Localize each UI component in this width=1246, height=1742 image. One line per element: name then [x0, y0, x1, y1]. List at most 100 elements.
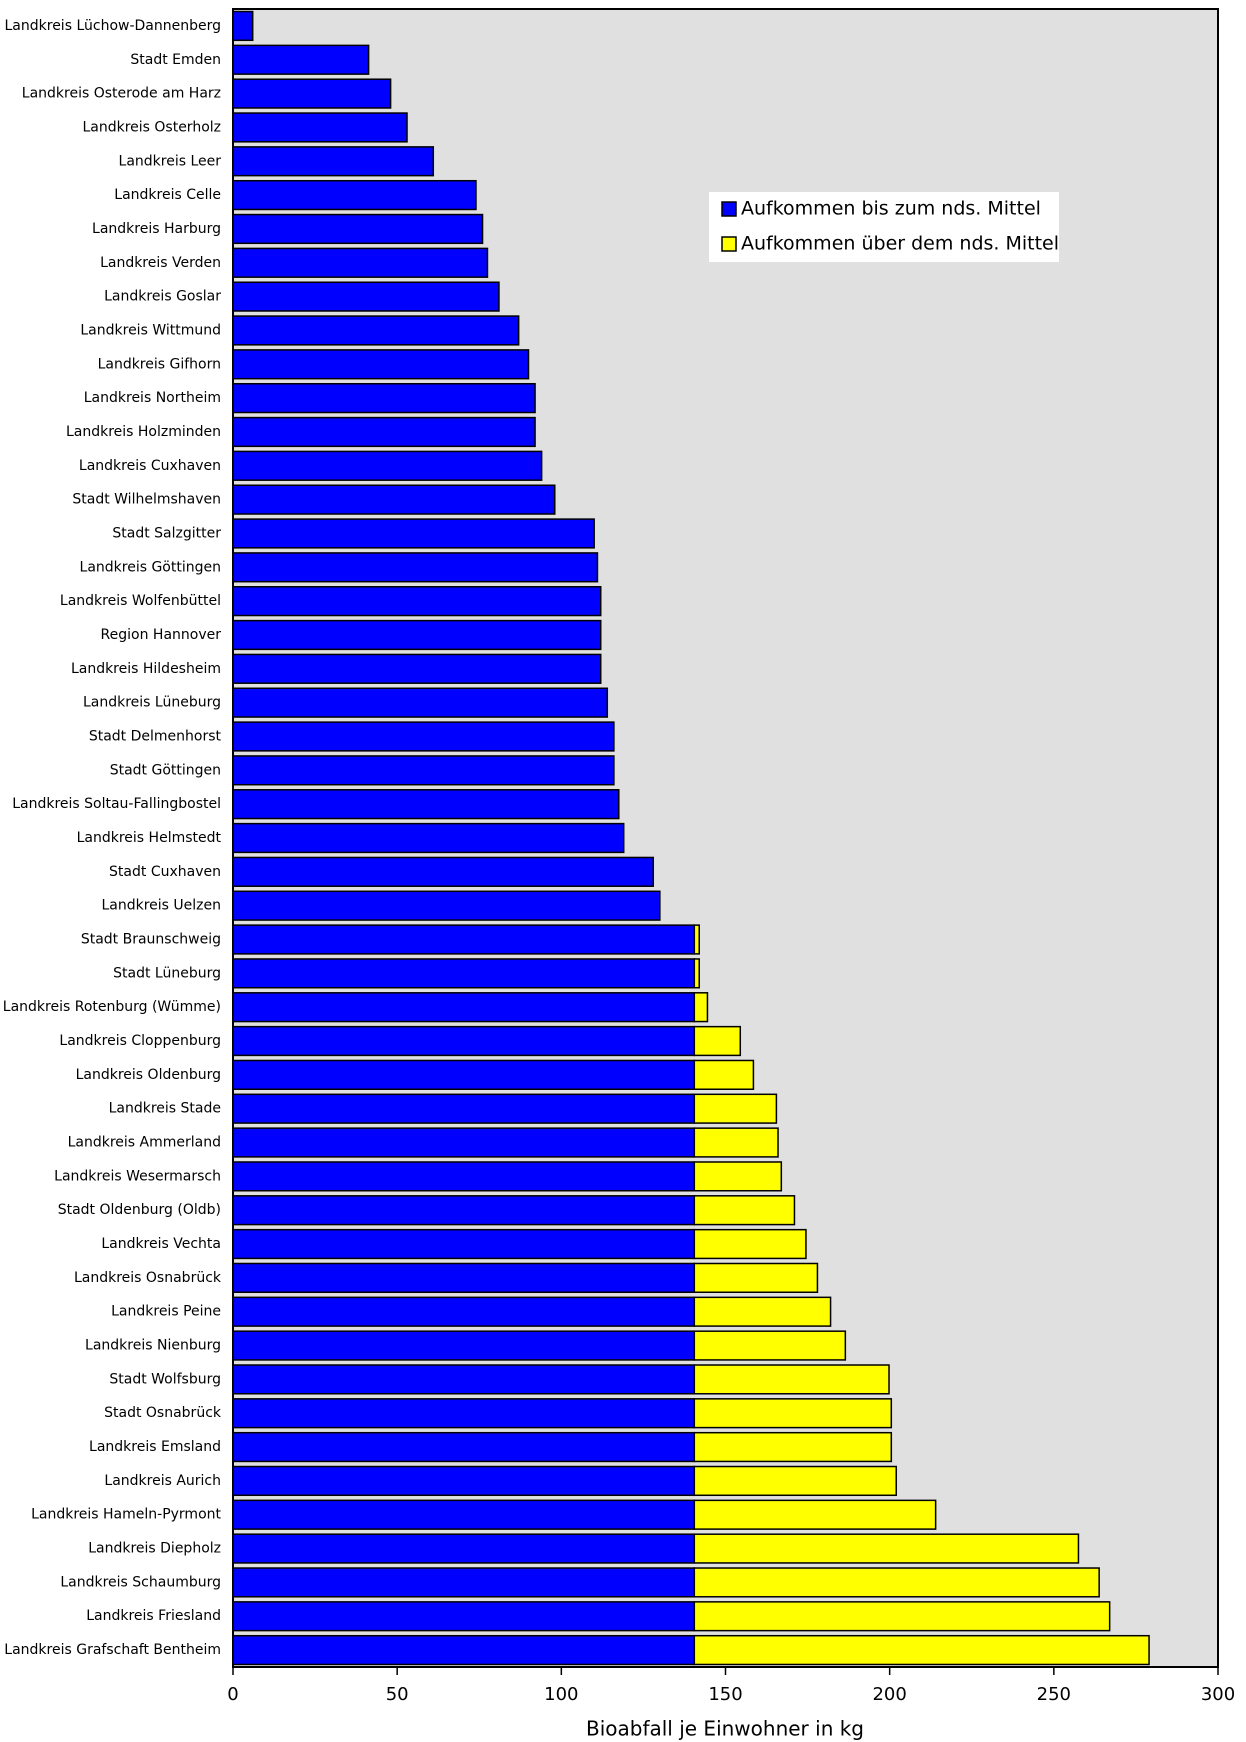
y-tick-label: Landkreis Wesermarsch — [54, 1168, 221, 1184]
bar-segment — [232, 518, 595, 549]
legend-swatch — [721, 201, 737, 217]
y-tick-label: Stadt Wolfsburg — [109, 1371, 221, 1387]
bar-segment — [693, 924, 700, 955]
bar-segment — [232, 1296, 696, 1327]
y-tick-label: Landkreis Grafschaft Bentheim — [4, 1642, 221, 1658]
bar-segment — [232, 856, 655, 887]
bar-segment — [693, 958, 700, 989]
y-tick-label: Landkreis Nienburg — [85, 1338, 221, 1354]
y-tick-label: Stadt Emden — [130, 52, 221, 68]
y-tick-label: Landkreis Hildesheim — [71, 661, 221, 677]
y-tick-label: Landkreis Uelzen — [101, 898, 221, 914]
bar-segment — [232, 958, 696, 989]
bar-segment — [693, 1296, 832, 1327]
y-tick-label: Landkreis Emsland — [89, 1439, 221, 1455]
y-tick-label: Landkreis Celle — [114, 187, 221, 203]
bar-segment — [232, 1465, 696, 1497]
bar-segment — [232, 822, 625, 854]
bar-segment — [693, 1398, 893, 1429]
x-tick-label: 100 — [544, 1684, 578, 1705]
bar-segment — [232, 1634, 696, 1666]
bar-segment — [693, 1195, 796, 1226]
bar-segment — [693, 1634, 1150, 1666]
bar-segment — [232, 247, 489, 278]
y-tick-label: Landkreis Helmstedt — [77, 830, 222, 846]
bar-segment — [693, 1228, 807, 1260]
bar-segment — [232, 450, 543, 481]
bar-segment — [232, 653, 602, 684]
y-tick-label: Stadt Salzgitter — [112, 525, 221, 541]
y-tick-label: Landkreis Cloppenburg — [59, 1033, 221, 1049]
y-tick-label: Stadt Cuxhaven — [109, 864, 221, 880]
y-tick-label: Stadt Braunschweig — [81, 932, 221, 948]
bar-segment — [693, 1567, 1100, 1598]
bar-segment — [232, 213, 484, 245]
bar-segment — [232, 1228, 696, 1260]
bar-segment — [232, 755, 615, 786]
bar-segment — [232, 112, 408, 143]
bar-segment — [232, 78, 392, 109]
legend-swatch — [721, 236, 737, 252]
y-tick-label: Landkreis Aurich — [104, 1473, 221, 1489]
x-axis-label: Bioabfall je Einwohner in kg — [586, 1717, 864, 1741]
bar-segment — [232, 1601, 696, 1632]
y-tick-label: Landkreis Stade — [109, 1101, 221, 1117]
y-tick-label: Region Hannover — [101, 627, 222, 643]
y-tick-label: Stadt Wilhelmshaven — [72, 492, 221, 508]
x-tick-label: 200 — [872, 1684, 906, 1705]
y-tick-label: Landkreis Peine — [111, 1304, 221, 1320]
legend-label: Aufkommen über dem nds. Mittel — [741, 233, 1059, 255]
y-tick-label: Landkreis Rotenburg (Wümme) — [3, 999, 221, 1015]
bar-segment — [232, 890, 661, 921]
y-tick-label: Landkreis Diepholz — [88, 1541, 221, 1557]
bar-segment — [232, 44, 370, 75]
bar-segment — [232, 586, 602, 617]
bar-segment — [232, 1161, 696, 1192]
x-tick-label: 300 — [1201, 1684, 1235, 1705]
y-tick-label: Landkreis Soltau-Fallingbostel — [12, 796, 221, 812]
bar-segment — [693, 1262, 819, 1294]
bar-segment — [693, 992, 709, 1023]
bar-segment — [232, 1262, 696, 1294]
y-tick-label: Landkreis Northeim — [84, 390, 221, 406]
bar-segment — [232, 924, 696, 955]
y-tick-label: Landkreis Verden — [100, 255, 221, 271]
bar-segment — [232, 416, 536, 448]
x-tick-label: 250 — [1037, 1684, 1071, 1705]
bar-segment — [232, 179, 477, 211]
bar-segment — [232, 1127, 696, 1158]
y-tick-label: Landkreis Wittmund — [80, 322, 221, 338]
y-tick-label: Landkreis Oldenburg — [76, 1067, 221, 1083]
y-tick-label: Landkreis Ammerland — [68, 1135, 221, 1151]
y-tick-label: Landkreis Harburg — [92, 221, 221, 237]
bar-segment — [693, 1465, 897, 1497]
bar-segment — [232, 619, 602, 651]
y-tick-label: Stadt Göttingen — [110, 762, 221, 778]
y-tick-label: Landkreis Lüneburg — [83, 695, 221, 711]
bar-segment — [693, 1025, 742, 1057]
bar-segment — [232, 349, 530, 380]
bar-segment — [232, 315, 520, 346]
x-tick-label: 50 — [386, 1684, 409, 1705]
bar-segment — [693, 1431, 893, 1463]
bar-segment — [232, 1195, 696, 1226]
bar-segment — [232, 1093, 696, 1124]
y-tick-label: Stadt Delmenhorst — [89, 728, 222, 744]
bar-segment — [232, 1398, 696, 1429]
bar-segment — [693, 1093, 778, 1124]
bar-segment — [693, 1364, 890, 1395]
bar-segment — [232, 687, 609, 718]
y-tick-label: Landkreis Hameln-Pyrmont — [31, 1507, 221, 1523]
y-tick-label: Stadt Lüneburg — [113, 965, 221, 981]
y-tick-label: Landkreis Gifhorn — [98, 356, 221, 372]
bar-segment — [232, 1431, 696, 1463]
bar-segment — [693, 1127, 779, 1158]
bar-segment — [232, 789, 620, 820]
bar-segment — [232, 281, 500, 312]
bar-segment — [232, 1567, 696, 1598]
y-tick-label: Landkreis Holzminden — [66, 424, 221, 440]
bar-segment — [232, 1499, 696, 1530]
bar-segment — [693, 1499, 937, 1530]
y-tick-label: Landkreis Schaumburg — [60, 1574, 221, 1590]
